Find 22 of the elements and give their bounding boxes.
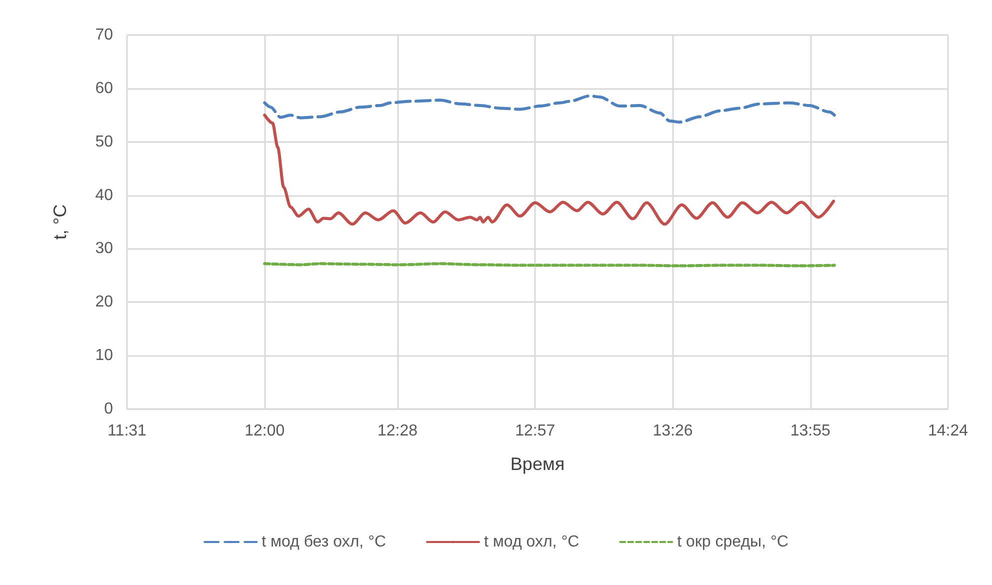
legend-label: t мод без охл, °C (262, 534, 386, 550)
line-series (263, 114, 836, 226)
x-tick-label: 13:55 (790, 422, 830, 440)
x-tick-label: 12:57 (515, 422, 556, 440)
line-series (263, 94, 836, 124)
x-axis-title: Время (510, 454, 565, 474)
x-tick-label: 14:24 (928, 422, 968, 440)
y-tick-label: 50 (95, 133, 114, 150)
y-tick-label: 70 (95, 26, 114, 44)
x-tick-label: 13:26 (652, 422, 693, 440)
legend-label: t мод охл, °C (484, 534, 580, 550)
legend-label: t окр среды, °C (677, 534, 788, 550)
y-axis-title: t, °C (50, 204, 70, 240)
y-tick-label: 60 (95, 80, 114, 97)
x-tick-label: 12:28 (377, 422, 418, 440)
y-tick-label: 20 (95, 294, 114, 311)
y-tick-label: 10 (95, 347, 114, 364)
y-tick-label: 0 (104, 400, 114, 418)
x-tick-label: 11:31 (108, 422, 147, 440)
y-tick-label: 40 (95, 186, 114, 204)
y-tick-label: 30 (95, 240, 114, 258)
x-tick-label: 12:00 (244, 422, 285, 440)
